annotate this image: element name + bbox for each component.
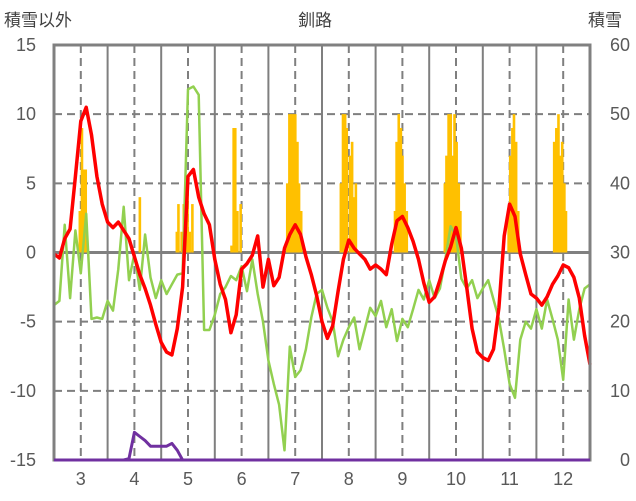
snow-bar <box>405 211 409 253</box>
y-right-tick-label: 10 <box>610 381 630 401</box>
snow-bar <box>564 211 568 253</box>
snow-bar <box>511 128 514 253</box>
y-left-tick-label: 5 <box>26 173 36 193</box>
right-axis-title: 積雪 <box>588 11 622 31</box>
snow-bar <box>177 204 180 253</box>
left-axis-title: 積雪以外 <box>4 11 72 31</box>
snow-bar <box>180 231 183 253</box>
y-left-tick-label: -10 <box>10 381 36 401</box>
snow-bar <box>395 141 398 253</box>
y-right-tick-label: 0 <box>620 450 630 470</box>
series-red-line <box>52 105 592 365</box>
snow-bar <box>557 114 560 253</box>
y-right-tick-label: 40 <box>610 173 630 193</box>
y-left-tick-label: 0 <box>26 243 36 263</box>
snow-bar <box>343 114 347 253</box>
snow-bar <box>232 128 235 253</box>
snow-bar <box>289 114 293 253</box>
snow-bar <box>339 183 343 253</box>
x-tick-label: 6 <box>237 469 247 489</box>
snow-bar <box>558 155 562 253</box>
snow-bar <box>188 231 192 253</box>
snow-bar <box>230 245 233 253</box>
snow-bar <box>285 183 289 253</box>
snow-bar <box>348 155 352 253</box>
x-tick-label: 10 <box>446 469 466 489</box>
x-tick-label: 5 <box>183 469 193 489</box>
snow-bar <box>296 141 299 253</box>
snow-bar <box>453 114 456 253</box>
snow-bar <box>449 114 453 253</box>
snow-bar <box>291 114 295 253</box>
snow-bar <box>455 141 458 253</box>
snow-bar <box>457 183 461 253</box>
snow-bar <box>514 141 518 253</box>
snow-bar <box>352 197 356 253</box>
y-left-tick-label: 15 <box>16 35 36 55</box>
snow-bar <box>399 128 403 253</box>
snow-bar <box>397 114 401 253</box>
snow-bar <box>341 114 345 253</box>
snow-bar <box>294 114 297 253</box>
snow-bar <box>233 128 237 253</box>
snow-bar <box>350 141 354 253</box>
snow-bar <box>345 128 349 253</box>
y-right-tick-label: 30 <box>610 243 630 263</box>
snow-bar <box>84 169 88 253</box>
snow-bar <box>191 204 194 253</box>
x-tick-label: 9 <box>397 469 407 489</box>
y-right-tick-label: 20 <box>610 312 630 332</box>
snow-bar <box>354 183 358 253</box>
snow-bar <box>552 141 556 253</box>
snow-bar <box>507 211 510 253</box>
y-right-tick-label: 50 <box>610 104 630 124</box>
snow-bar <box>297 183 301 253</box>
x-tick-label: 7 <box>290 469 300 489</box>
snow-bar <box>80 128 84 253</box>
y-right-tick-label: 60 <box>610 35 630 55</box>
snow-bar <box>299 211 303 253</box>
snow-bar <box>78 211 82 253</box>
snow-bar <box>239 204 242 253</box>
snow-bar <box>445 155 448 253</box>
series-green-line <box>53 85 591 452</box>
x-tick-label: 3 <box>76 469 86 489</box>
snow-bar <box>401 155 404 253</box>
snow-bar <box>288 114 291 253</box>
x-tick-label: 12 <box>553 469 573 489</box>
snow-bar <box>512 114 516 253</box>
snow-bar <box>175 231 179 253</box>
snow-bar <box>459 211 462 253</box>
snow-bar <box>560 141 564 253</box>
snow-bar <box>451 155 454 253</box>
snow-bar <box>236 211 239 253</box>
x-tick-label: 11 <box>500 469 519 489</box>
snow-bar <box>82 169 86 253</box>
x-tick-label: 8 <box>344 469 354 489</box>
x-tick-label: 4 <box>129 469 139 489</box>
chart-title: 釧路 <box>298 11 332 31</box>
snow-bar <box>138 197 142 253</box>
y-left-tick-label: -5 <box>20 312 36 332</box>
snow-bar <box>563 183 566 253</box>
snow-bar <box>447 114 450 253</box>
snow-bar <box>555 128 558 253</box>
y-left-tick-label: 10 <box>16 104 36 124</box>
y-left-tick-label: -15 <box>10 450 36 470</box>
snow-bar <box>443 183 447 253</box>
